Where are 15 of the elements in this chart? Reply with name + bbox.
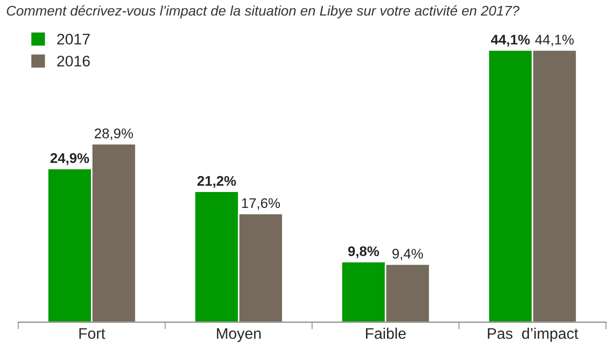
- data-label: 44,1%: [535, 34, 574, 46]
- chart-title: Comment décrivez-vous l’impact de la situation en Libye sur votre activité en 2017?: [6, 5, 520, 18]
- data-label: 17,6%: [242, 198, 280, 210]
- legend-label: 2017: [57, 34, 90, 45]
- data-label: 9,4%: [392, 248, 423, 260]
- data-label: 21,2%: [197, 176, 236, 188]
- data-label: 24,9%: [50, 153, 90, 166]
- x-tick-label: Fort: [79, 328, 106, 339]
- data-label: 28,9%: [94, 128, 133, 140]
- x-tick-label: Moyen: [216, 328, 261, 342]
- legend-label: 2016: [57, 56, 90, 67]
- x-tick-label: Faible: [366, 328, 406, 339]
- data-label: 44,1%: [490, 34, 530, 47]
- x-tick-label: Pas d’impact: [488, 328, 578, 342]
- data-label: 9,8%: [348, 246, 379, 258]
